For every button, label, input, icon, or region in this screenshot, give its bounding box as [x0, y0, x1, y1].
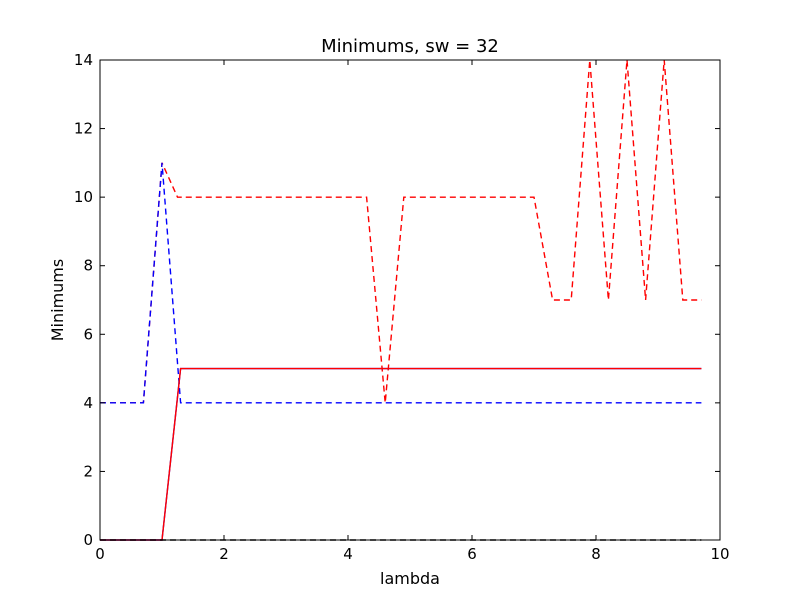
y-tick-label: 2: [83, 462, 93, 480]
x-tick-label: 4: [343, 545, 353, 563]
y-tick-label: 6: [83, 325, 93, 343]
y-tick-label: 0: [83, 531, 93, 549]
tick-layer: 0 2 4 6 8 10 0 2 4 6 8 10 12 14: [74, 51, 730, 563]
x-tick-label: 8: [591, 545, 601, 563]
x-tick-label: 10: [710, 545, 729, 563]
series-line-2: [100, 162, 702, 404]
series-line-1: [100, 59, 702, 404]
y-tick-label: 4: [83, 394, 93, 412]
y-tick-label: 10: [74, 188, 93, 206]
y-tick-label: 14: [74, 51, 93, 69]
x-tick-label: 0: [95, 545, 105, 563]
chart-title: Minimums, sw = 32: [321, 36, 499, 57]
plot-area-frame: [99, 59, 721, 541]
x-tick-label: 2: [219, 545, 229, 563]
y-tick-label: 8: [83, 257, 93, 275]
y-tick-label: 12: [74, 120, 93, 138]
x-tick-label: 6: [467, 545, 477, 563]
x-axis-label: lambda: [380, 569, 440, 588]
y-axis-label: Minimums: [48, 259, 67, 341]
